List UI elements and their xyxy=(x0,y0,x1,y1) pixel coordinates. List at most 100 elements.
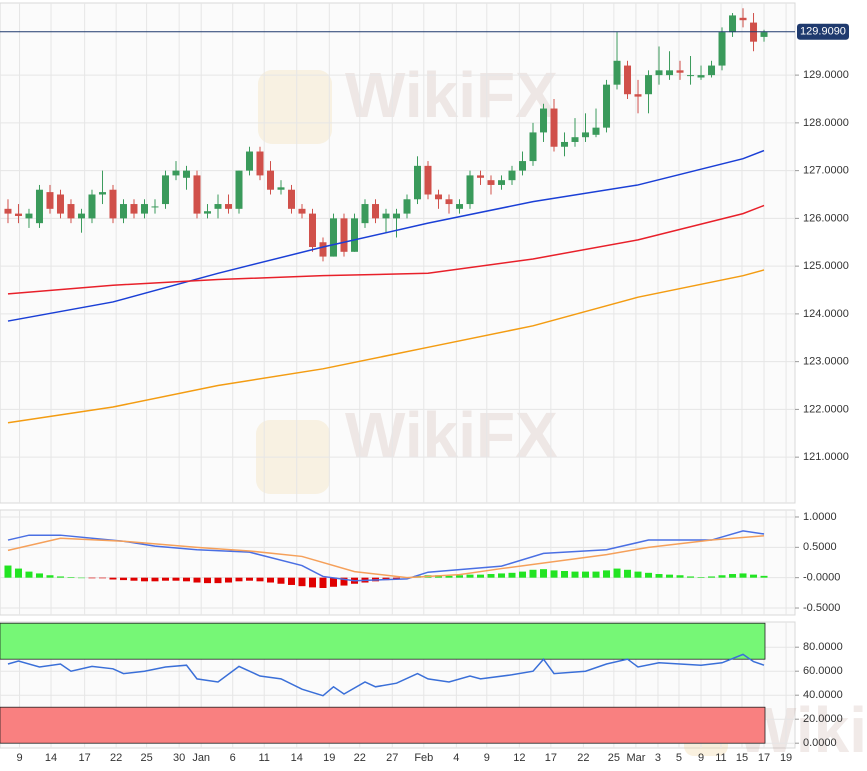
x-tick-label: 9 xyxy=(484,752,490,764)
histogram-bar xyxy=(56,576,64,578)
candle-body xyxy=(624,65,632,95)
y-tick-label: 126.0000 xyxy=(803,212,849,224)
histogram-bar xyxy=(77,577,85,579)
candle-body xyxy=(308,213,316,248)
histogram-bar xyxy=(519,571,527,578)
y-tick-label: 40.0000 xyxy=(803,689,843,701)
candle-body xyxy=(224,204,232,209)
histogram-bar xyxy=(393,577,401,579)
histogram-bar xyxy=(456,575,464,578)
candle-body xyxy=(519,161,527,171)
candle-body xyxy=(235,170,243,209)
histogram-bar xyxy=(666,574,674,578)
candle-body xyxy=(351,218,359,252)
histogram-bar xyxy=(624,569,632,578)
indicator-line xyxy=(7,149,765,322)
x-tick-label: 14 xyxy=(291,752,303,764)
candle-body xyxy=(592,127,600,135)
histogram-bar xyxy=(151,577,159,582)
x-tick-label: 25 xyxy=(140,752,152,764)
candle-body xyxy=(140,204,148,214)
candle-body xyxy=(435,194,443,200)
x-tick-label: Feb xyxy=(414,752,433,764)
candle-body xyxy=(634,94,642,97)
histogram-bar xyxy=(88,577,96,579)
y-tick-label: 129.0000 xyxy=(803,69,849,81)
x-tick-label: 19 xyxy=(780,752,792,764)
histogram-bar xyxy=(697,577,705,578)
candle-body xyxy=(193,175,201,214)
candle-body xyxy=(655,70,663,76)
histogram-bar xyxy=(760,575,768,578)
y-tick-label: 127.0000 xyxy=(803,165,849,177)
candle-body xyxy=(729,15,737,33)
candle-body xyxy=(25,213,33,219)
histogram-bar xyxy=(203,577,211,584)
histogram-bar xyxy=(298,577,306,587)
histogram-bar xyxy=(214,577,222,584)
histogram-bar xyxy=(718,575,726,578)
histogram-bar xyxy=(14,568,22,578)
watermark: WikiFX xyxy=(345,399,558,471)
candle-body xyxy=(245,151,253,171)
candle-body xyxy=(456,204,464,209)
histogram-bar xyxy=(224,577,232,583)
x-tick-label: 11 xyxy=(715,752,726,764)
candle-body xyxy=(256,151,264,176)
x-tick-label: 9 xyxy=(698,752,704,764)
candle-body xyxy=(445,199,453,205)
candle-body xyxy=(319,242,327,257)
histogram-bar xyxy=(235,577,243,582)
indicator-line xyxy=(7,535,765,579)
candle-body xyxy=(35,189,43,224)
x-tick-label: 25 xyxy=(608,752,620,764)
histogram-bar xyxy=(466,574,474,578)
indicator-line xyxy=(7,269,765,424)
histogram-bar xyxy=(508,572,516,578)
histogram-bar xyxy=(182,577,190,582)
y-tick-label: 125.0000 xyxy=(803,260,849,272)
candle-body xyxy=(393,213,401,219)
histogram-bar xyxy=(592,571,600,578)
histogram-bar xyxy=(46,575,54,578)
histogram-bar xyxy=(561,570,569,578)
histogram-bar xyxy=(287,577,295,585)
histogram-bar xyxy=(308,577,316,588)
x-tick-label: Jan xyxy=(192,752,210,764)
candle-body xyxy=(582,132,590,138)
watermarks: WikiFX WikiFX WikiFX xyxy=(256,59,867,766)
candle-body xyxy=(466,175,474,205)
candle-body xyxy=(760,32,768,37)
histogram-bar xyxy=(498,573,506,578)
candle-body xyxy=(340,218,348,252)
candle-body xyxy=(739,17,747,21)
y-tick-label: 80.0000 xyxy=(803,641,843,653)
candle-body xyxy=(414,165,422,200)
candle-body xyxy=(266,170,274,190)
histogram-bar xyxy=(25,571,33,578)
candle-body xyxy=(182,170,190,178)
histogram-bar xyxy=(119,577,127,581)
histogram-bar xyxy=(193,577,201,583)
candle-body xyxy=(287,189,295,209)
histogram-bar xyxy=(655,574,663,578)
rsi-zone xyxy=(0,622,766,660)
y-tick-label: 123.0000 xyxy=(803,356,849,368)
histogram-bar xyxy=(35,573,43,578)
panel-frame xyxy=(0,2,796,504)
histogram-bar xyxy=(487,574,495,578)
histogram-bar xyxy=(245,577,253,581)
x-tick-label: 17 xyxy=(79,752,91,764)
x-tick-label: 12 xyxy=(513,752,525,764)
candle-body xyxy=(172,170,180,176)
candle-body xyxy=(603,84,611,128)
candle-body xyxy=(498,180,506,185)
y-tick-label: 124.0000 xyxy=(803,308,849,320)
histogram-bar xyxy=(172,577,180,581)
x-tick-label: 9 xyxy=(16,752,22,764)
candle-body xyxy=(4,208,12,214)
histogram-bar xyxy=(550,570,558,578)
histogram-bar xyxy=(445,575,453,578)
candle-body xyxy=(666,70,674,76)
y-tick-label: 128.0000 xyxy=(803,117,849,129)
